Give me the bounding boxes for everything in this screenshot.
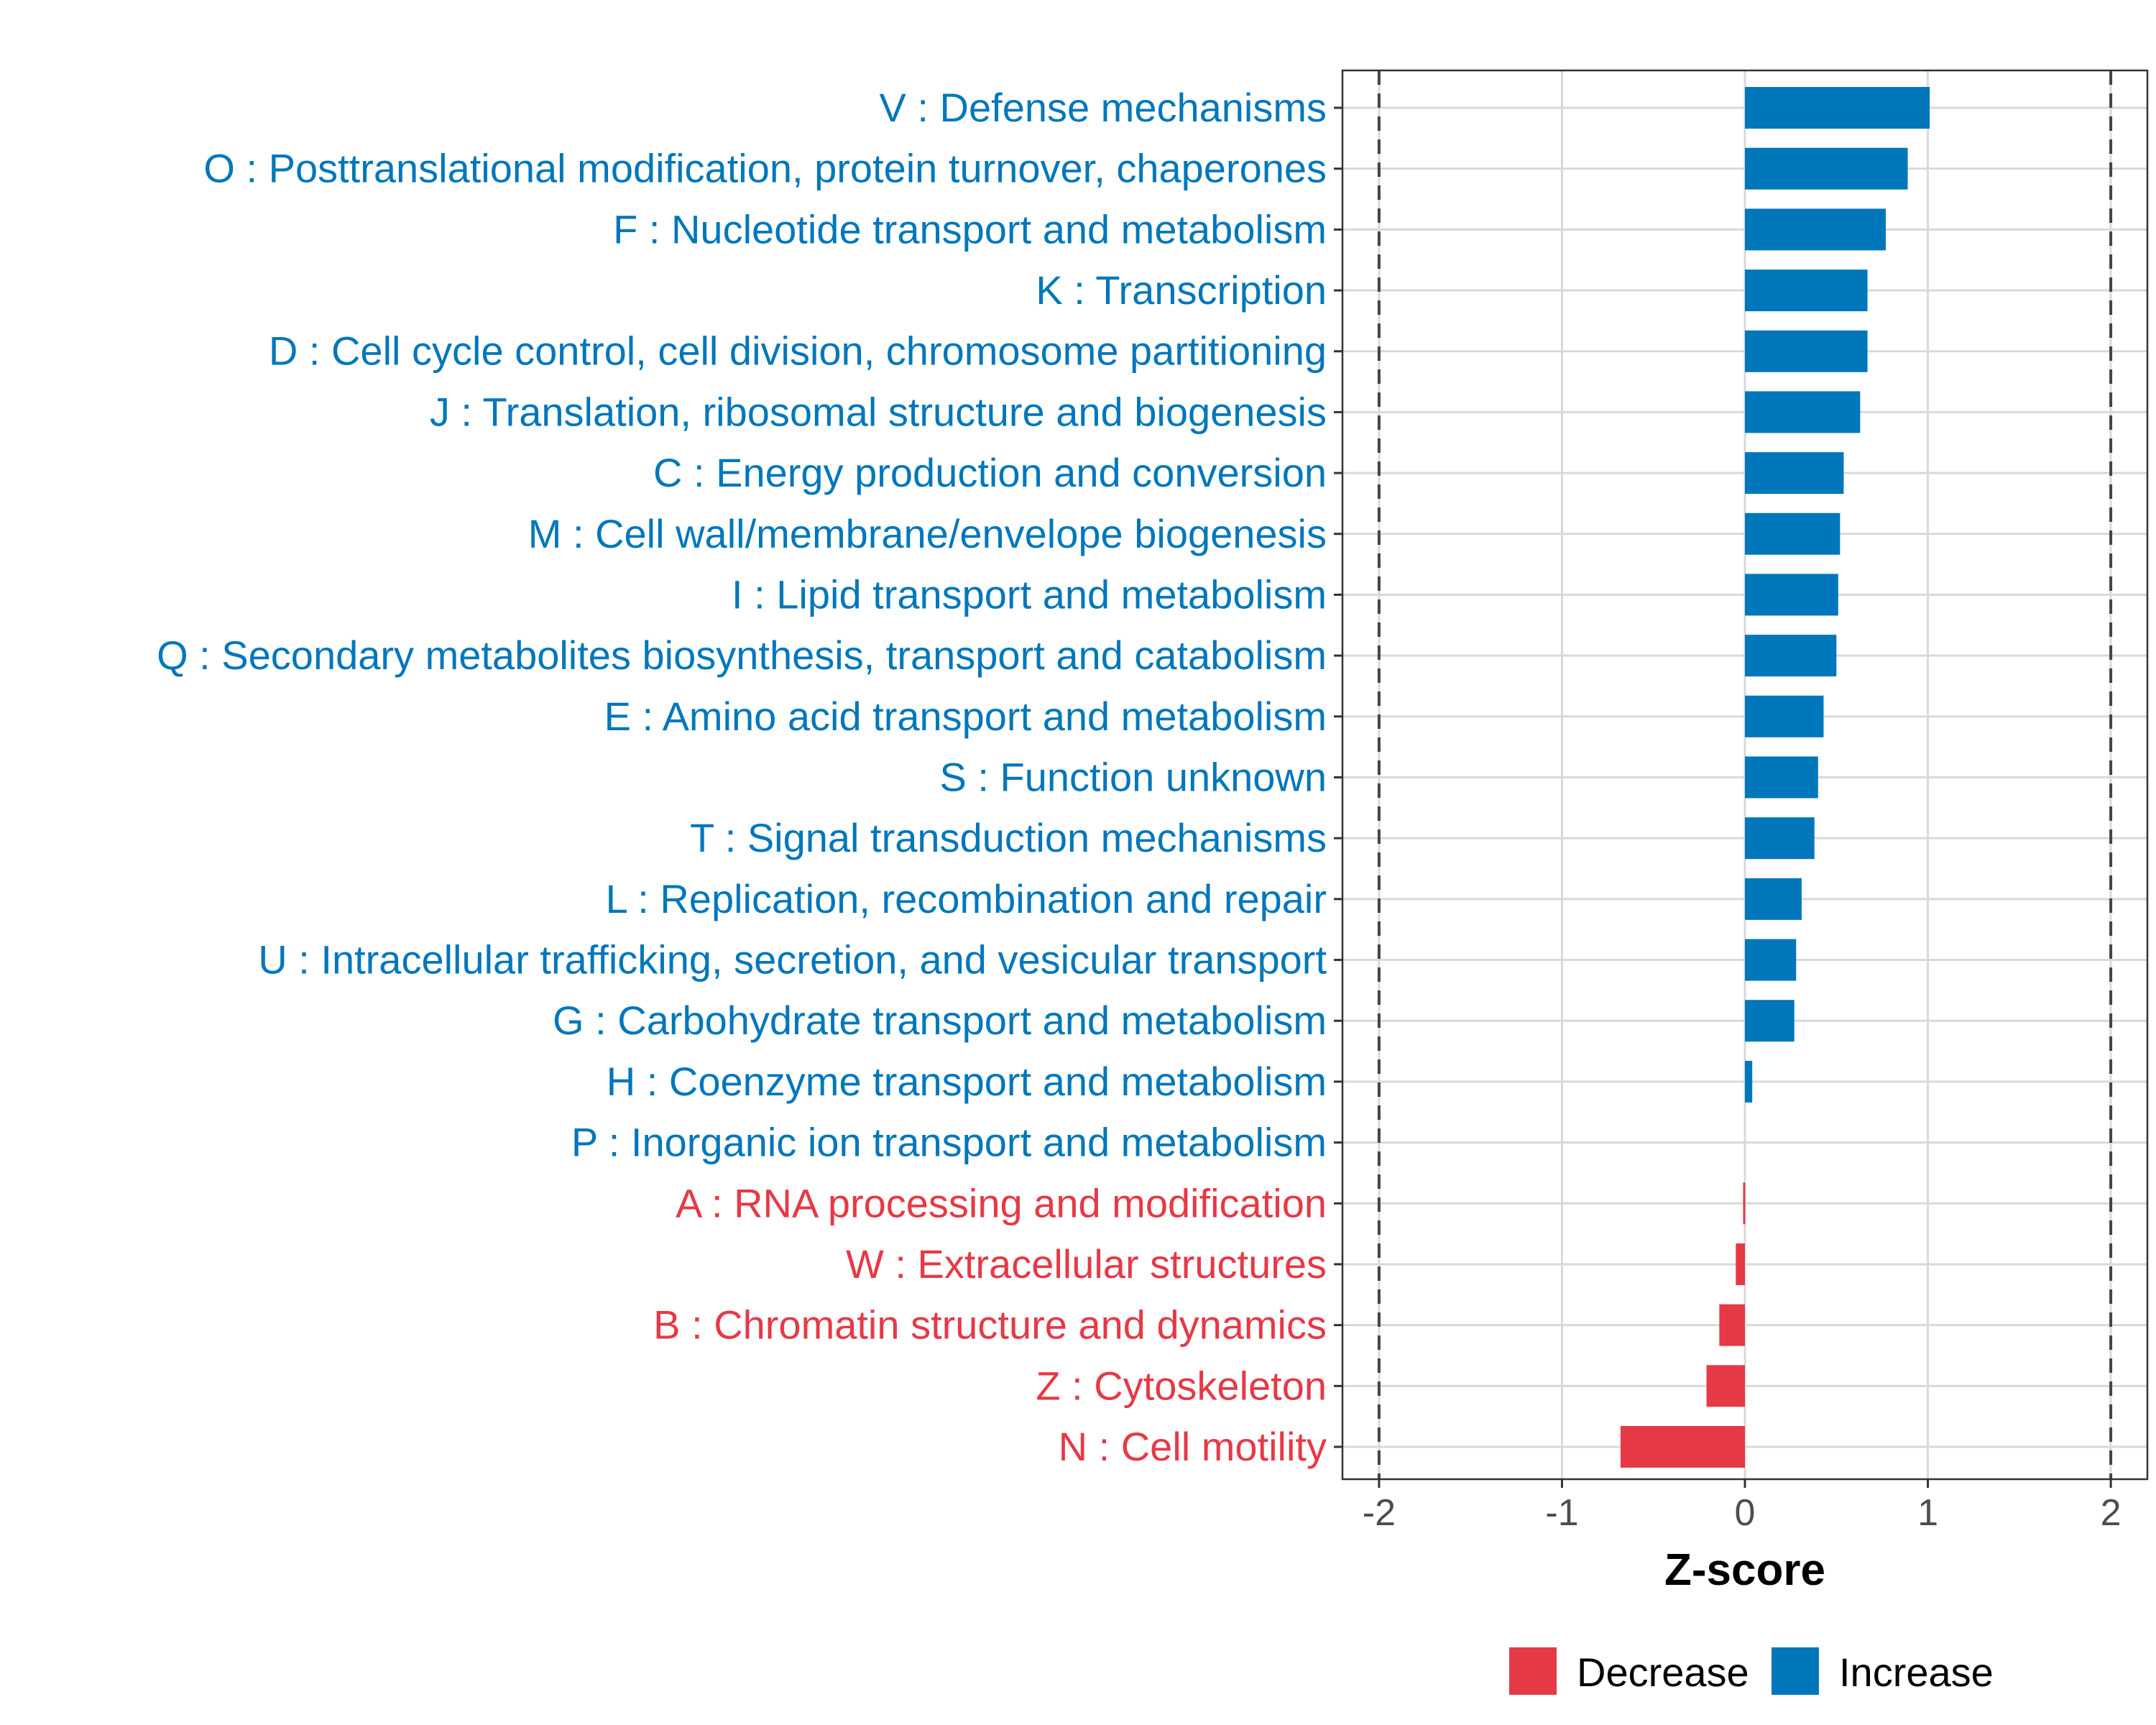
category-label: V : Defense mechanisms <box>880 85 1327 130</box>
bar <box>1745 878 1802 920</box>
category-label: G : Carbohydrate transport and metabolis… <box>553 998 1327 1043</box>
bar <box>1745 574 1838 616</box>
category-label: F : Nucleotide transport and metabolism <box>613 206 1327 252</box>
legend-label: Decrease <box>1577 1650 1749 1695</box>
x-tick-label: 2 <box>2101 1492 2122 1534</box>
category-label: Z : Cytoskeleton <box>1036 1363 1327 1408</box>
x-tick-label: 1 <box>1917 1492 1938 1534</box>
category-label: B : Chromatin structure and dynamics <box>653 1302 1327 1348</box>
category-label: U : Intracellular trafficking, secretion… <box>258 937 1327 983</box>
y-axis: V : Defense mechanisms O : Posttranslatio… <box>157 85 1342 1469</box>
bar <box>1745 939 1797 981</box>
category-label: H : Coenzyme transport and metabolism <box>607 1059 1327 1104</box>
bar <box>1719 1304 1745 1346</box>
category-label: T : Signal transduction mechanisms <box>690 815 1327 860</box>
category-label: I : Lipid transport and metabolism <box>732 571 1327 617</box>
x-axis-title: Z-score <box>1664 1545 1825 1595</box>
bars <box>1620 87 1930 1468</box>
category-label: S : Function unknown <box>939 755 1327 800</box>
x-tick-label: -2 <box>1363 1492 1396 1534</box>
bar <box>1745 1000 1795 1042</box>
x-axis: -2 -1 0 1 2 <box>1363 1479 2122 1534</box>
legend-swatch <box>1772 1647 1819 1695</box>
x-tick-label: -1 <box>1545 1492 1578 1534</box>
legend-item: Decrease <box>1509 1647 1749 1695</box>
bar <box>1745 635 1837 677</box>
bar <box>1706 1365 1745 1407</box>
category-label: P : Inorganic ion transport and metaboli… <box>571 1120 1327 1165</box>
legend: Decrease Increase <box>1509 1647 1994 1695</box>
legend-label: Increase <box>1839 1650 1994 1695</box>
category-label: L : Replication, recombination and repai… <box>606 876 1327 921</box>
bar <box>1745 756 1818 799</box>
category-label: J : Translation, ribosomal structure and… <box>430 389 1327 434</box>
bar <box>1745 270 1868 312</box>
legend-item: Increase <box>1772 1647 1994 1695</box>
bar <box>1745 512 1841 555</box>
reference-lines <box>1377 70 2113 1479</box>
bar <box>1620 1426 1745 1468</box>
bar <box>1745 330 1868 372</box>
category-label: Q : Secondary metabolites biosynthesis, … <box>157 632 1327 678</box>
category-label: C : Energy production and conversion <box>653 450 1327 495</box>
bar <box>1745 87 1930 129</box>
category-label: D : Cell cycle control, cell division, c… <box>269 328 1327 374</box>
bar <box>1745 1060 1753 1103</box>
bar <box>1745 695 1824 737</box>
bar <box>1745 452 1844 494</box>
bar <box>1745 147 1908 190</box>
category-label: M : Cell wall/membrane/envelope biogenes… <box>528 511 1327 556</box>
bar <box>1743 1182 1746 1225</box>
bar <box>1745 817 1815 860</box>
legend-swatch <box>1509 1647 1557 1695</box>
bar <box>1745 208 1886 251</box>
bar <box>1745 391 1861 433</box>
category-label: N : Cell motility <box>1059 1424 1327 1469</box>
bar <box>1736 1243 1745 1285</box>
x-tick-label: 0 <box>1735 1492 1756 1534</box>
category-label: W : Extracellular structures <box>846 1241 1327 1287</box>
category-label: O : Posttranslational modification, prot… <box>203 146 1327 191</box>
category-label: E : Amino acid transport and metabolism <box>604 694 1327 739</box>
category-label: A : RNA processing and modification <box>676 1180 1327 1225</box>
category-label: K : Transcription <box>1036 267 1327 313</box>
